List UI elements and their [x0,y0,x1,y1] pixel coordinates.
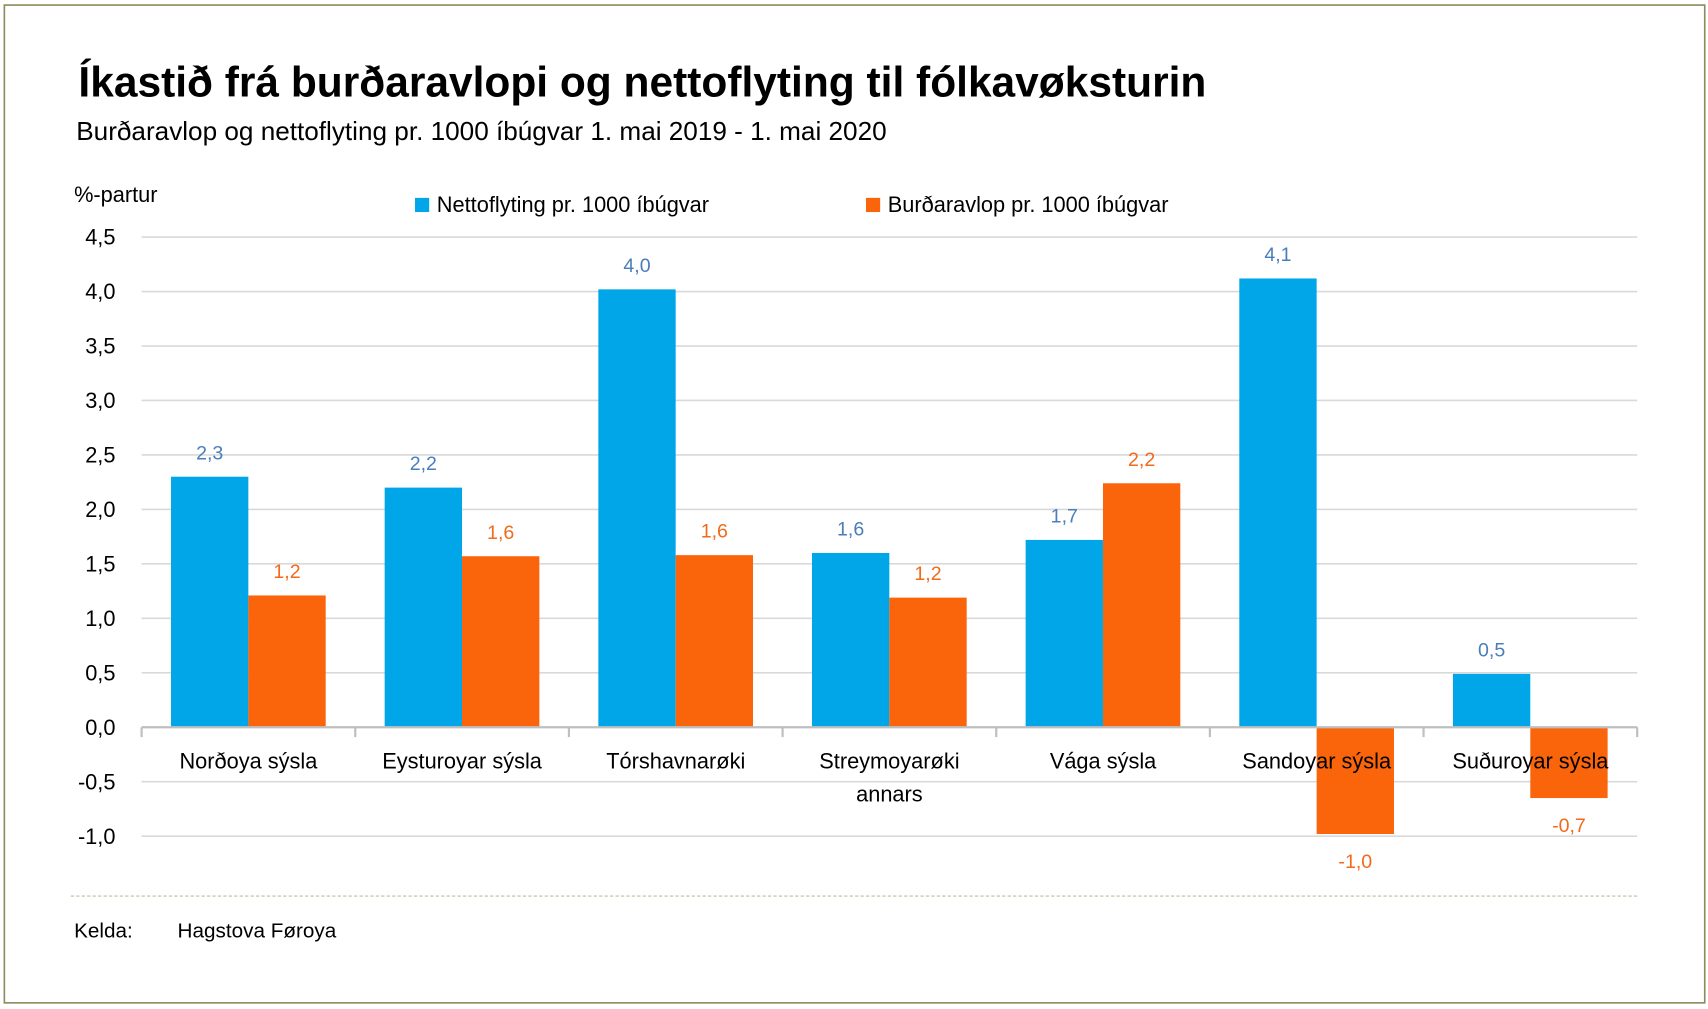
frame-border [3,4,1706,1004]
legend-label-burdaravlop: Burðaravlop pr. 1000 íbúgvar [888,192,1169,217]
bar-nettoflyting [598,289,676,728]
bar-nettoflyting [811,552,890,728]
bar-nettoflyting [1452,673,1531,728]
category-label: Vága sýsla [1050,749,1157,774]
data-label: 1,6 [487,522,514,544]
source-value: Hagstova Føroya [178,919,337,942]
data-label: -0,7 [1552,815,1586,837]
data-label: 2,3 [196,442,223,464]
y-tick-label: 4,0 [85,279,115,304]
bar-nettoflyting [1239,278,1317,728]
y-tick-label: 0,0 [85,715,115,740]
data-label: 0,5 [1478,639,1505,661]
legend-swatch-nettoflyting [415,197,430,213]
bars [171,278,1608,835]
y-axis-label: %-partur [74,182,157,207]
bar-burdaravlop [1530,727,1608,799]
y-tick-label: -1,0 [78,824,116,849]
data-label: 4,0 [623,255,650,277]
y-tick-label: 2,0 [85,497,115,522]
data-label: 1,2 [914,563,941,585]
bar-nettoflyting [384,487,463,728]
category-label: Suðuroyar sýsla [1452,749,1609,774]
y-tick-label: 1,0 [85,606,115,631]
bar-burdaravlop [462,556,540,728]
chart-title: Íkastið frá burðaravlopi og nettoflyting… [78,59,1206,107]
data-label: 1,6 [837,519,864,541]
data-label: 1,2 [273,561,300,583]
bar-burdaravlop [1102,483,1181,728]
data-label: 4,1 [1264,244,1291,266]
bar-nettoflyting [1025,539,1103,728]
legend-swatch-burdaravlop [865,197,881,213]
legend-label-nettoflyting: Nettoflyting pr. 1000 íbúgvar [437,192,709,217]
y-tick-label: -0,5 [78,769,116,794]
y-tick-label: 3,0 [85,388,115,413]
category-label: Streymoyarøki [819,749,959,774]
category-label: Sandoyar sýsla [1242,749,1392,774]
bar-burdaravlop [675,555,754,728]
x-axis [140,726,1639,738]
labels: 4,5 4,0 3,5 3,0 2,5 2,0 1,5 1,0 0,5 0,0 -0,5 -1,0 2,… [78,225,1609,873]
data-label: 1,6 [701,521,728,543]
y-tick-label: 1,5 [85,551,115,576]
source-label: Kelda: [74,919,133,942]
data-label: -1,0 [1338,851,1372,873]
legend: Nettoflyting pr. 1000 íbúgvar Burðaravlo… [415,192,1169,217]
y-tick-label: 4,5 [85,225,115,250]
data-label: 2,2 [1128,449,1155,471]
bar-burdaravlop [248,595,326,728]
category-label: Eysturoyar sýsla [382,749,543,774]
bar-burdaravlop [1316,727,1394,835]
category-label: Tórshavnarøki [606,749,745,774]
y-tick-label: 3,5 [85,334,115,359]
data-label: 2,2 [410,453,437,475]
y-tick-label: 0,5 [85,660,115,685]
data-label: 1,7 [1051,505,1078,527]
category-label: Norðoya sýsla [179,749,318,774]
chart-subtitle: Burðaravlop og nettoflyting pr. 1000 íbú… [76,116,886,146]
bar-burdaravlop [889,597,967,728]
bar-nettoflyting [171,476,249,728]
y-tick-label: 2,5 [85,443,115,468]
category-label: annars [856,781,923,806]
